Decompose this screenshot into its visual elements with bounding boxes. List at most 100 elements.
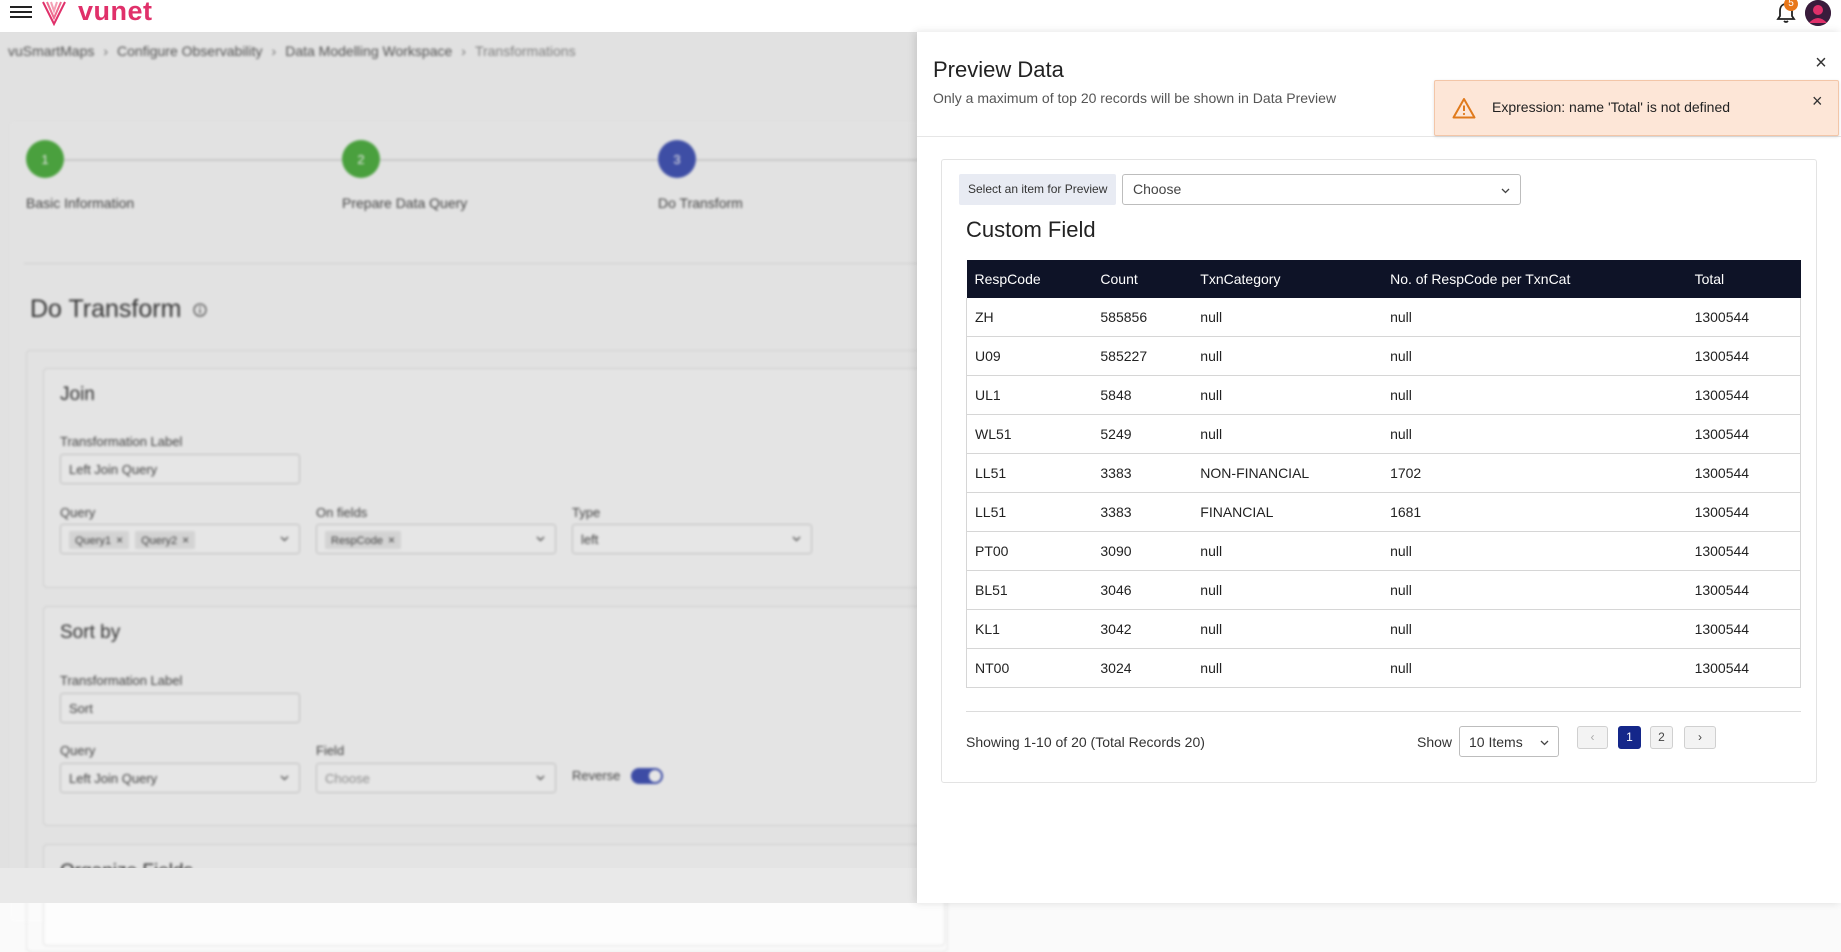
table-cell: null [1382, 336, 1687, 376]
step-number: 2 [342, 140, 380, 178]
table-cell: 3383 [1092, 453, 1193, 493]
user-avatar[interactable] [1805, 0, 1831, 26]
table-row: UL1 5848 null null 1300544 [966, 375, 1801, 415]
table-row: BL51 3046 null null 1300544 [966, 570, 1801, 610]
bottom-strip [0, 868, 917, 903]
show-label: Show [1417, 734, 1453, 750]
preview-select-value: Choose [1133, 181, 1182, 197]
table-header-row: RespCode Count TxnCategory No. of RespCo… [966, 260, 1801, 298]
table-cell: 1300544 [1686, 531, 1801, 571]
remove-chip-icon[interactable]: × [387, 533, 395, 547]
page-button-2[interactable]: 2 [1650, 726, 1673, 749]
table-cell: NON-FINANCIAL [1192, 453, 1383, 493]
table-cell: 1300544 [1686, 609, 1801, 649]
table-cell: 3046 [1092, 570, 1193, 610]
table-title: Custom Field [966, 217, 1096, 242]
column-header: Count [1092, 260, 1193, 298]
step-prepare-data-query[interactable]: 2 Prepare Data Query [342, 140, 467, 211]
breadcrumb-current: Transformations [474, 43, 576, 59]
column-header: TxnCategory [1192, 260, 1383, 298]
table-cell: UL1 [966, 375, 1093, 415]
overlay-backdrop[interactable] [0, 32, 920, 903]
table-cell: null [1192, 609, 1383, 649]
table-cell: null [1192, 648, 1383, 688]
close-drawer-icon[interactable]: × [1815, 52, 1827, 74]
reverse-caption: Reverse [572, 768, 621, 783]
join-query-select[interactable]: Query1 × Query2 × [60, 524, 300, 554]
close-toast-icon[interactable]: × [1812, 91, 1823, 111]
table-cell: 3024 [1092, 648, 1193, 688]
sort-label-input[interactable]: Sort [60, 693, 300, 723]
page-button-1[interactable]: 1 [1618, 726, 1641, 749]
chevron-down-icon [536, 775, 545, 781]
table-row: U09 585227 null null 1300544 [966, 336, 1801, 376]
table-cell: 3042 [1092, 609, 1193, 649]
table-cell: U09 [966, 336, 1093, 376]
prev-page-button[interactable]: ‹ [1577, 726, 1608, 749]
brand-name: vunet [78, 0, 153, 26]
table-cell: 3090 [1092, 531, 1193, 571]
step-number: 1 [26, 140, 64, 178]
preview-card: Select an item for Preview Choose Custom… [941, 159, 1817, 783]
table-cell: 5848 [1092, 375, 1193, 415]
join-label-input[interactable]: Left Join Query [60, 454, 300, 484]
join-query-caption: Query [60, 505, 96, 520]
join-fields-select[interactable]: RespCode × [316, 524, 556, 554]
join-type-select[interactable]: left [572, 524, 812, 554]
remove-chip-icon[interactable]: × [182, 533, 190, 547]
sort-field-select[interactable]: Choose [316, 763, 556, 793]
preview-select-label: Select an item for Preview [959, 174, 1117, 205]
breadcrumb-item[interactable]: Data Modelling Workspace [285, 43, 453, 59]
step-basic-information[interactable]: 1 Basic Information [26, 140, 134, 211]
reverse-toggle[interactable] [631, 768, 663, 784]
breadcrumb: vuSmartMaps › Configure Observability › Data… [8, 43, 576, 59]
chip-label: Query1 [75, 535, 112, 547]
stepper: 1 Basic Information 2 Prepare Data Query… [26, 140, 936, 220]
table-cell: null [1382, 298, 1687, 337]
step-label: Do Transform [658, 195, 743, 211]
next-page-button[interactable]: › [1684, 726, 1716, 749]
chevron-down-icon [536, 536, 545, 542]
table-cell: null [1382, 609, 1687, 649]
table-cell: null [1192, 531, 1383, 571]
breadcrumb-item[interactable]: Configure Observability [117, 43, 263, 59]
table-cell: 1681 [1382, 492, 1687, 532]
step-connector [380, 159, 658, 161]
table-row: LL51 3383 FINANCIAL 1681 1300544 [966, 492, 1801, 532]
sort-query-select[interactable]: Left Join Query [60, 763, 300, 793]
table-cell: 3383 [1092, 492, 1193, 532]
chevron-down-icon [1501, 188, 1510, 194]
table-cell: LL51 [966, 492, 1093, 532]
chip-label: RespCode [331, 535, 383, 547]
page-title: Do Transform [30, 295, 182, 323]
query-chip: Query2 × [135, 531, 196, 549]
step-label: Prepare Data Query [342, 195, 468, 211]
table-cell: NT00 [966, 648, 1093, 688]
preview-item-select[interactable]: Choose [1122, 174, 1521, 205]
chevron-right-icon: › [103, 43, 109, 59]
table-cell: null [1382, 531, 1687, 571]
notification-badge: 5 [1784, 0, 1798, 11]
table-cell: null [1382, 648, 1687, 688]
table-cell: FINANCIAL [1192, 492, 1383, 532]
info-icon[interactable] [193, 303, 207, 317]
remove-chip-icon[interactable]: × [116, 533, 124, 547]
table-cell: BL51 [966, 570, 1093, 610]
page-size-select[interactable]: 10 Items [1459, 726, 1559, 757]
join-title: Join [60, 384, 95, 405]
table-cell: 1300544 [1686, 414, 1801, 454]
table-cell: 1300544 [1686, 570, 1801, 610]
drawer-title: Preview Data [933, 57, 1064, 82]
column-header: No. of RespCode per TxnCat [1382, 260, 1687, 298]
table-cell: 1300544 [1686, 375, 1801, 415]
step-do-transform[interactable]: 3 Do Transform [658, 140, 743, 211]
avatar-icon [1805, 0, 1831, 26]
breadcrumb-item[interactable]: vuSmartMaps [8, 43, 95, 59]
chip-label: Query2 [141, 535, 178, 547]
menu-icon[interactable] [10, 3, 32, 21]
sort-label-caption: Transformation Label [60, 673, 183, 688]
table-cell: null [1192, 336, 1383, 376]
table-row: ZH 585856 null null 1300544 [966, 298, 1801, 337]
table-cell: 1300544 [1686, 492, 1801, 532]
field-chip: RespCode × [325, 531, 401, 549]
